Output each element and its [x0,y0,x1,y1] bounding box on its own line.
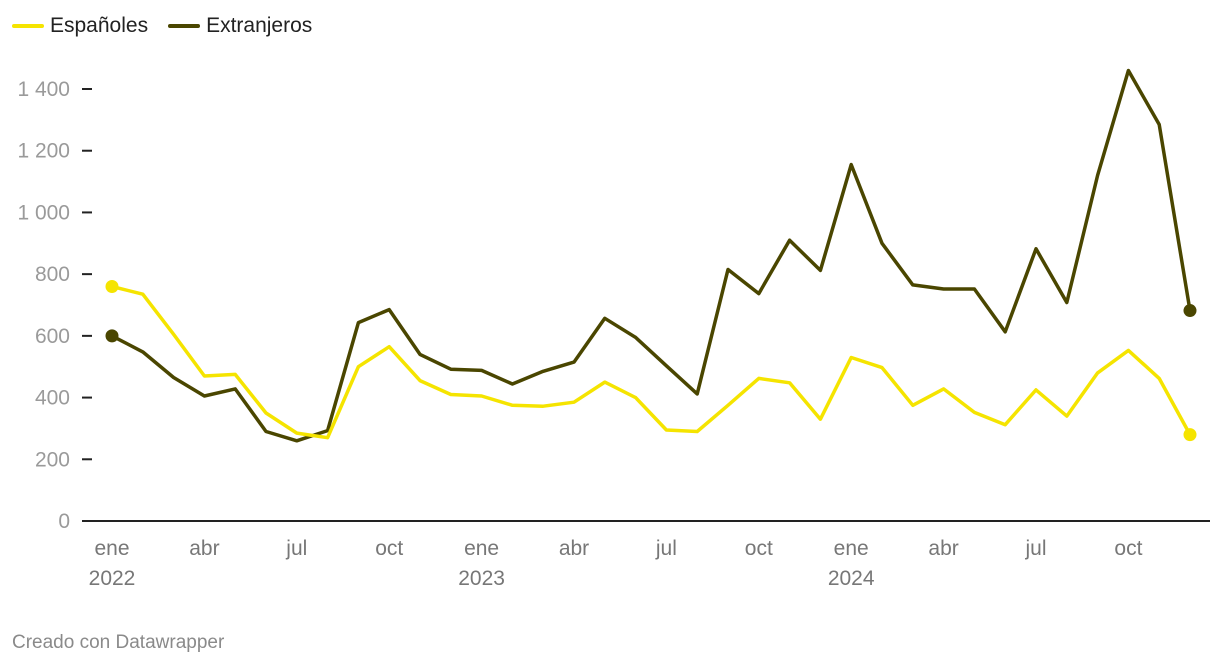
x-tick-label: ene [94,537,129,560]
y-tick-label: 400 [35,387,70,410]
y-tick-label: 200 [35,448,70,471]
legend-item-extranjeros: Extranjeros [168,14,312,38]
footer-credit: Creado con Datawrapper [12,632,225,653]
x-tick-year-label: 2024 [828,567,875,590]
x-tick-label: jul [1024,537,1046,560]
x-axis: ene 2022 abr jul oct ene 2023 abr jul oct ene 2024 a… [89,537,1143,590]
line-chart: 0 200 400 600 800 1 000 1 200 1 400 ene 2022 abr j… [17,68,1210,590]
series-endpoint-extranjeros-end [1183,304,1197,318]
chart-legend: Españoles Extranjeros [12,14,312,38]
series-endpoint-espanoles-end [1183,428,1197,442]
y-tick-label: 600 [35,325,70,348]
y-tick-label: 1 400 [17,78,70,101]
x-tick-label: jul [655,537,677,560]
x-tick-label: abr [189,537,219,560]
series-endpoint-extranjeros-start [105,329,119,343]
series-layer [105,68,1197,443]
legend-label-extranjeros: Extranjeros [206,14,313,37]
x-tick-label: abr [928,537,958,560]
x-tick-year-label: 2022 [89,567,136,590]
y-tick-label: 1 000 [17,201,70,224]
y-tick-label: 0 [58,510,70,533]
x-tick-label: abr [559,537,589,560]
x-tick-label: ene [834,537,869,560]
x-tick-label: oct [375,537,403,560]
x-tick-label: oct [745,537,773,560]
legend-item-espanoles: Españoles [12,14,148,38]
series-line-extranjeros [110,68,1192,443]
y-axis: 0 200 400 600 800 1 000 1 200 1 400 [17,78,1210,533]
x-tick-year-label: 2023 [458,567,505,590]
y-tick-label: 1 200 [17,140,70,163]
series-endpoint-espanoles-start [105,279,119,293]
y-tick-label: 800 [35,263,70,286]
legend-swatch-espanoles [12,24,44,28]
series-line-espanoles [110,284,1192,440]
x-tick-label: jul [285,537,307,560]
x-tick-label: ene [464,537,499,560]
legend-label-espanoles: Españoles [50,14,149,37]
legend-swatch-extranjeros [168,24,201,28]
x-tick-label: oct [1114,537,1142,560]
